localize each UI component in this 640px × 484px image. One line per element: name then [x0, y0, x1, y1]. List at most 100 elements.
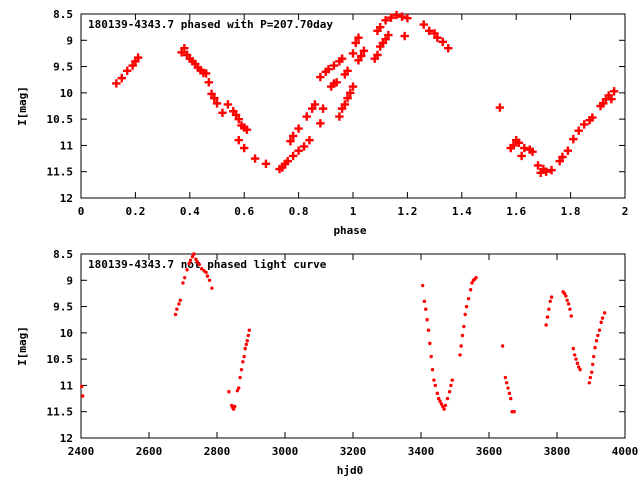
phased-data-point — [201, 69, 211, 78]
unphased-data-point — [470, 281, 474, 285]
unphased-data-point — [204, 270, 208, 275]
phased-data-point — [286, 137, 295, 146]
phased-y-tick-label: 8.5 — [53, 8, 73, 21]
phased-x-tick-label: 1.2 — [397, 205, 417, 218]
unphased-data-point — [577, 365, 581, 369]
phased-x-tick-label: 0.8 — [289, 205, 309, 218]
unphased-data-point — [200, 267, 204, 271]
unphased-data-point — [425, 318, 429, 322]
unphased-data-point — [194, 257, 198, 261]
unphased-data-point — [588, 375, 593, 380]
unphased-data-point — [500, 344, 505, 348]
unphased-y-tick-label: 9 — [66, 274, 73, 287]
unphased-data-point — [185, 268, 189, 272]
unphased-data-point — [464, 304, 469, 309]
unphased-data-point — [571, 346, 576, 351]
unphased-data-point — [207, 278, 212, 282]
phased-ylabel: I[mag] — [16, 86, 29, 126]
unphased-data-point — [599, 320, 603, 325]
unphased-data-point — [245, 339, 249, 343]
unphased-data-point — [468, 288, 473, 292]
phased-data-point — [599, 99, 608, 108]
phased-data-point — [310, 100, 320, 109]
phased-data-point — [555, 157, 564, 166]
unphased-panel: 180139-4343.7 not phased light curve hjd… — [16, 248, 638, 477]
unphased-data-point — [460, 333, 465, 338]
phased-data-point — [231, 110, 241, 120]
phased-data-point — [305, 135, 314, 145]
unphased-x-tick-label: 3800 — [544, 445, 571, 458]
phased-data-point — [177, 48, 186, 57]
unphased-data-point — [421, 283, 425, 288]
phased-x-tick-label: 0.4 — [180, 205, 200, 218]
phased-y-tick-label: 11 — [60, 139, 74, 152]
unphased-x-tick-label: 3200 — [340, 445, 367, 458]
unphased-data-point — [548, 299, 552, 304]
unphased-data-point — [512, 410, 516, 414]
phased-data-point — [419, 20, 428, 29]
phased-y-tick-label: 9.5 — [53, 61, 73, 74]
unphased-data-point — [547, 307, 551, 311]
unphased-data-point — [597, 328, 602, 332]
unphased-data-point — [507, 391, 512, 396]
unphased-data-point — [177, 302, 181, 306]
unphased-data-point — [544, 323, 548, 327]
phased-x-tick-label: 2 — [622, 205, 629, 218]
unphased-data-point — [424, 307, 428, 311]
phased-data-point — [133, 53, 143, 62]
unphased-data-point — [442, 407, 446, 411]
phased-title: 180139-4343.7 phased with P=207.70day — [88, 18, 333, 31]
unphased-data-point — [593, 345, 597, 350]
unphased-data-point — [600, 316, 605, 320]
unphased-y-tick-label: 11 — [60, 379, 74, 392]
phased-data-point — [250, 154, 260, 163]
phased-data-point — [376, 22, 385, 32]
unphased-data-point — [504, 381, 509, 385]
unphased-data-point — [197, 262, 202, 267]
phased-data-point — [517, 151, 526, 161]
phased-data-point — [580, 120, 589, 129]
phased-data-point — [283, 157, 292, 166]
phased-data-point — [520, 143, 529, 153]
phased-data-point — [335, 112, 344, 121]
unphased-data-point — [231, 407, 236, 411]
unphased-data-point — [568, 307, 572, 311]
unphased-y-tick-label: 10.5 — [47, 353, 74, 366]
unphased-data-point — [574, 357, 578, 361]
unphased-data-point — [564, 294, 568, 298]
phased-data-point — [324, 65, 333, 74]
phased-data-point — [509, 141, 518, 150]
phased-data-point — [397, 12, 407, 21]
phased-x-ticks: 0 0.2 0.4 0.6 0.8 1 1.2 1.4 1.6 1.8 2 — [78, 14, 629, 218]
phased-data-point — [403, 14, 412, 23]
phased-data-point — [348, 49, 358, 58]
unphased-ylabel: I[mag] — [16, 326, 29, 366]
phased-data-point — [558, 152, 567, 162]
unphased-data-point — [445, 396, 450, 401]
phased-data-point — [433, 33, 442, 42]
phased-panel: 180139-4343.7 phased with P=207.70day ph… — [16, 8, 628, 237]
phased-data-point — [207, 89, 216, 99]
unphased-data-point — [447, 390, 452, 394]
unphased-data-point — [562, 291, 567, 296]
unphased-data-point — [173, 312, 178, 317]
unphased-data-point — [602, 311, 607, 315]
unphased-data-point — [572, 353, 577, 357]
unphased-data-point — [466, 296, 471, 301]
unphased-data-point — [422, 299, 427, 304]
unphased-data-point — [462, 324, 466, 329]
unphased-data-points — [79, 252, 607, 414]
unphased-data-point — [458, 353, 462, 357]
phased-data-point — [343, 93, 352, 103]
phased-x-tick-label: 0.2 — [125, 205, 145, 218]
unphased-data-point — [432, 378, 436, 382]
phased-y-tick-label: 11.5 — [47, 166, 74, 179]
unphased-y-tick-label: 8.5 — [53, 248, 73, 261]
unphased-data-point — [178, 298, 182, 302]
phased-data-point — [354, 56, 363, 65]
unphased-x-tick-label: 3400 — [408, 445, 435, 458]
unphased-data-point — [187, 261, 191, 266]
phased-data-point — [180, 43, 189, 53]
phased-data-point — [569, 134, 578, 144]
unphased-data-point — [238, 375, 242, 380]
